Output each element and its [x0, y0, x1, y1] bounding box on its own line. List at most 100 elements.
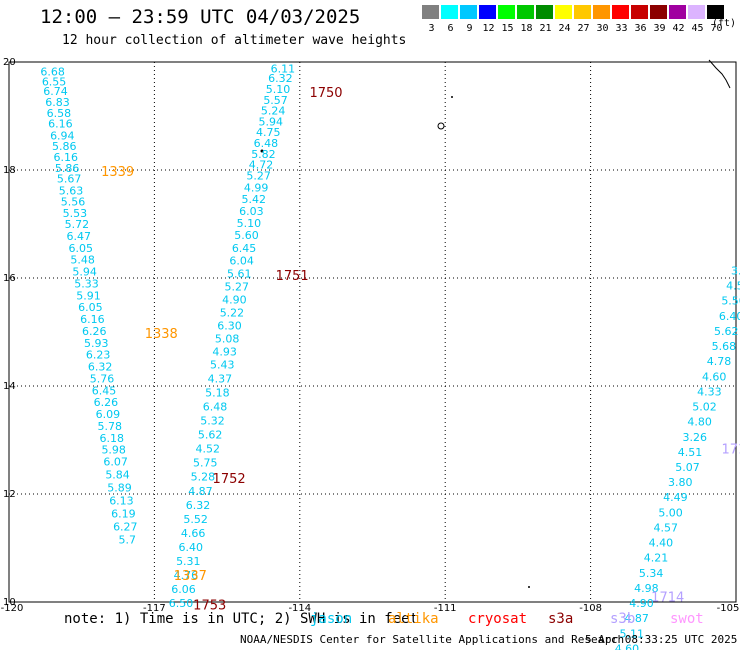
scale-label: 9	[466, 23, 473, 34]
wave-height-value: 5.82	[251, 148, 276, 161]
scale-label: 24	[558, 23, 571, 34]
wave-height-value: 6.74	[43, 85, 68, 98]
wave-height-value: 5.52	[183, 513, 208, 526]
y-tick-label: 16	[3, 273, 16, 284]
wave-height-value: 6.94	[50, 129, 75, 142]
scale-label: 45	[691, 23, 704, 34]
wave-height-value: 6.19	[111, 507, 136, 520]
wave-height-value: 4.33	[697, 385, 722, 398]
wave-height-value: 4.40	[649, 537, 674, 550]
wave-height-value: 4.49	[663, 491, 688, 504]
x-tick-label: -114	[288, 603, 311, 614]
wave-height-value: 6.68	[40, 66, 65, 79]
scale-label: 36	[634, 23, 647, 34]
scale-swatch	[669, 5, 686, 19]
wave-height-value: 5.53	[63, 207, 88, 220]
wave-height-value: 5.56	[61, 195, 86, 208]
wave-height-value: 5.32	[200, 415, 225, 428]
pass-time-labels: 1750 1751 1752 1753 1339 1338 1337 1713 1714	[101, 86, 740, 613]
wave-height-value: 6.58	[47, 107, 72, 120]
wave-height-value: 4.98	[634, 582, 659, 595]
scale-swatch	[612, 5, 629, 19]
pass-time-label: 1750	[309, 86, 342, 101]
wave-height-value: 5.18	[205, 386, 230, 399]
wave-height-value: 5.98	[101, 444, 126, 457]
scale-swatch	[422, 5, 439, 19]
wave-height-value: 6.09	[96, 408, 121, 421]
scale-label: 27	[577, 23, 590, 34]
wave-height-value: 4.99	[244, 181, 269, 194]
wave-height-value: 4.87	[188, 485, 213, 498]
pass-time-label: 1751	[276, 269, 309, 284]
wave-height-value: 5.48	[70, 254, 95, 267]
chart-title: 12:00 — 23:59 UTC 04/03/2025	[40, 6, 361, 28]
wave-height-value: 5.72	[65, 218, 90, 231]
pass-time-label: 1337	[174, 569, 207, 584]
wave-height-value: 5.57	[263, 94, 288, 107]
wave-height-value: 6.03	[239, 205, 264, 218]
y-tick-label: 18	[3, 165, 16, 176]
generated-timestamp: 5 Apr 08:33:25 UTC 2025	[585, 633, 738, 646]
chart-subtitle: 12 hour collection of altimeter wave hei…	[62, 33, 407, 48]
wave-height-value: 5.42	[242, 193, 267, 206]
mission-label-swot: swot	[670, 611, 704, 627]
wave-height-value: 6.04	[229, 255, 254, 268]
wave-height-value: 5.27	[246, 169, 271, 182]
wave-height-value: 6.32	[186, 499, 211, 512]
wave-height-value: 5.67	[57, 173, 82, 186]
wave-height-value: 5.62	[714, 325, 739, 338]
scale-swatch	[555, 5, 572, 19]
wave-height-value: 6.32	[268, 72, 293, 85]
wave-height-value: 4.52	[195, 443, 220, 456]
wave-height-value: 3.80	[668, 476, 693, 489]
wave-height-value: 4.80	[687, 416, 712, 429]
wave-height-value: 4.76	[174, 569, 199, 582]
wave-height-value: 4.21	[644, 552, 669, 565]
wave-height-value: 6.26	[82, 325, 107, 338]
wave-height-value: 6.05	[68, 242, 93, 255]
wave-height-value: 5.43	[210, 358, 235, 371]
wave-height-value: 6.27	[113, 520, 138, 533]
x-tick-label: -120	[1, 603, 24, 614]
scale-swatch	[631, 5, 648, 19]
wave-height-value: 5.84	[105, 469, 130, 482]
scale-label: 30	[596, 23, 609, 34]
wave-height-value: 5.10	[237, 217, 262, 230]
wave-height-value: 5.93	[84, 337, 109, 350]
y-tick-label: 12	[3, 489, 16, 500]
wave-height-value: 4.37	[208, 372, 233, 385]
wave-height-value: 4.51	[678, 446, 703, 459]
wave-height-value: 4.78	[707, 355, 732, 368]
wave-height-value: 6.23	[86, 349, 111, 362]
scale-swatch	[441, 5, 458, 19]
wave-height-value: 4.59	[726, 280, 740, 293]
scale-label: 15	[501, 23, 514, 34]
wave-height-value: 6.47	[67, 230, 92, 243]
scale-swatch	[650, 5, 667, 19]
wave-height-value: 5.33	[74, 277, 99, 290]
wave-height-value: 6.32	[88, 361, 113, 374]
wave-height-value: 6.45	[232, 242, 257, 255]
mission-label-s3a: s3a	[548, 611, 574, 627]
wave-height-value: 4.90	[629, 597, 654, 610]
y-tick-label: 10	[3, 597, 16, 608]
wave-height-points: 6.686.556.746.836.586.166.945.866.165.86…	[40, 62, 740, 650]
pass-time-label: 1338	[145, 327, 178, 342]
credit-line: NOAA/NESDIS Center for Satellite Applica…	[240, 633, 625, 646]
y-tick-label: 20	[3, 57, 16, 68]
wave-height-value: 5.75	[193, 457, 218, 470]
wave-height-value: 5.76	[90, 372, 115, 385]
wave-height-value: 6.07	[103, 456, 128, 469]
wave-height-value: 6.55	[42, 75, 67, 88]
wave-height-value: 4.75	[256, 126, 281, 139]
x-tick-label: -111	[434, 603, 457, 614]
wave-height-value: 6.16	[80, 313, 105, 326]
wave-height-value: 5.08	[215, 332, 240, 345]
wave-height-value: 6.30	[217, 320, 242, 333]
scale-label: 39	[653, 23, 666, 34]
pass-time-label: 1753	[193, 599, 226, 614]
wave-height-value: 6.83	[45, 96, 70, 109]
wave-height-value: 5.10	[266, 83, 291, 96]
scale-swatch	[688, 5, 705, 19]
x-tick-label: -105	[717, 603, 740, 614]
